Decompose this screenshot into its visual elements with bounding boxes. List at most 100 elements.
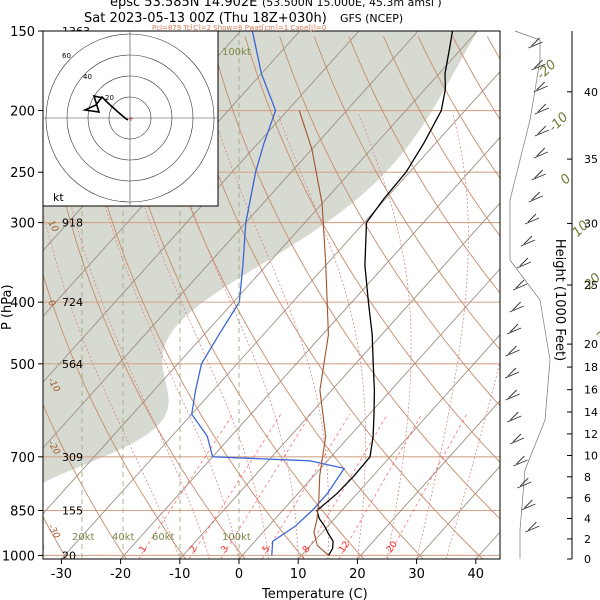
moist-adiabat-line bbox=[277, 114, 366, 559]
y-tick-label: 250 bbox=[10, 166, 35, 181]
y-tick-label: 700 bbox=[10, 451, 35, 466]
wind-barb bbox=[507, 415, 522, 423]
wind-barb bbox=[505, 393, 520, 401]
x-tick-label: -20 bbox=[110, 567, 131, 582]
hodograph-frame bbox=[42, 30, 219, 207]
y-tick-label: 1000 bbox=[2, 549, 35, 564]
y-axis-label: P (hPa) bbox=[0, 284, 15, 330]
isotherm-line bbox=[120, 136, 500, 559]
level-height-label: 564 bbox=[62, 358, 83, 371]
dry-adiabat-line bbox=[43, 85, 246, 559]
height-tick-label: 35 bbox=[584, 153, 598, 166]
header-station: epsc 53.585N 14.902E bbox=[110, 0, 257, 10]
height-tick-label: 8 bbox=[584, 471, 591, 484]
moist-adiabat-line bbox=[445, 360, 500, 559]
wind-barb bbox=[533, 85, 548, 93]
mixing-ratio-line bbox=[220, 414, 311, 559]
wind-barb bbox=[531, 63, 546, 71]
mixing-ratio-line bbox=[386, 414, 467, 559]
dry-adiabat-line bbox=[210, 36, 500, 520]
height-tick-label: 18 bbox=[584, 361, 598, 374]
wind-barb-flag bbox=[516, 455, 525, 465]
plot-frame bbox=[42, 30, 501, 560]
level-height-label: 309 bbox=[62, 451, 83, 464]
y-tick-label: 400 bbox=[10, 296, 35, 311]
mixing-ratio-line bbox=[188, 414, 282, 559]
moist-adiabat-line bbox=[43, 210, 181, 559]
height-axis: 0 2 4 6 8 10 12 14 16 18 20 25 30 35 40 bbox=[567, 31, 598, 566]
isotherm-line bbox=[61, 70, 500, 559]
moist-adiabat-line bbox=[51, 114, 210, 559]
dry-adiabat-line bbox=[175, 36, 484, 559]
height-tick-label: 20 bbox=[584, 338, 598, 351]
wind-barb-flag bbox=[524, 499, 533, 509]
wind-barb-flag bbox=[534, 59, 543, 69]
wind-barb bbox=[516, 261, 532, 269]
wind-barb bbox=[509, 437, 525, 445]
wind-barb bbox=[506, 327, 522, 335]
height-tick-label: 10 bbox=[584, 450, 598, 463]
wind-barb-flag bbox=[508, 345, 517, 355]
wind-barb-flag bbox=[528, 521, 537, 531]
wind-barb-flag bbox=[531, 191, 540, 201]
isotherm-line bbox=[179, 202, 500, 559]
isotherm-line bbox=[43, 31, 419, 449]
mixing-ratio-label: 8 bbox=[301, 544, 313, 555]
temperature-profile bbox=[316, 31, 454, 556]
wind-barb bbox=[534, 129, 550, 137]
height-tick-label: 40 bbox=[584, 86, 598, 99]
mixing-ratio-label: 1 bbox=[138, 544, 149, 554]
wind-barb bbox=[513, 459, 528, 467]
wind-barb bbox=[521, 503, 536, 511]
dry-adiabat-line bbox=[140, 36, 424, 559]
wind-speed-label-bottom: 100kt bbox=[222, 532, 251, 543]
height-tick-label: 6 bbox=[584, 492, 591, 505]
wind-speed-label-bottom: 40kt bbox=[112, 532, 135, 543]
dry-adiabat-line bbox=[591, 37, 600, 560]
isotherm-label: -20 bbox=[534, 57, 560, 83]
wind-barb bbox=[528, 195, 543, 203]
x-tick-label: 10 bbox=[290, 567, 307, 582]
level-height-label: 724 bbox=[62, 296, 83, 309]
level-height-label: 155 bbox=[62, 505, 83, 518]
x-tick-label: -30 bbox=[51, 567, 72, 582]
wind-barb-flag bbox=[527, 213, 537, 223]
wind-barb bbox=[525, 525, 540, 533]
hodograph-clip-group: + bbox=[43, 31, 218, 206]
x-tick-label: 40 bbox=[468, 567, 485, 582]
wind-barb-flag bbox=[509, 323, 519, 333]
x-tick-label: -10 bbox=[169, 567, 190, 582]
x-tick-label: 20 bbox=[349, 567, 366, 582]
wind-barb-flag bbox=[537, 125, 547, 135]
height-axis-label: Height (1000 Feet) bbox=[552, 239, 567, 361]
wind-barb bbox=[520, 239, 536, 247]
wind-barb bbox=[517, 481, 532, 489]
wind-speed-label-bottom: 60kt bbox=[152, 532, 175, 543]
wind-barb bbox=[505, 349, 520, 357]
wind-barb-flag bbox=[512, 433, 522, 443]
wind-barb-flag bbox=[519, 257, 529, 267]
dry-adiabat-line bbox=[348, 36, 500, 294]
dry-adiabat-label: 0 bbox=[45, 299, 57, 309]
wind-barb-flag bbox=[531, 37, 540, 47]
dry-adiabat-line bbox=[313, 36, 500, 351]
dry-adiabat-line bbox=[43, 273, 186, 559]
x-tick-label: 30 bbox=[408, 567, 425, 582]
isotherm-line bbox=[43, 31, 301, 318]
wind-staff-line bbox=[509, 30, 551, 559]
level-height-label: 918 bbox=[62, 217, 83, 230]
y-tick-label: 850 bbox=[10, 505, 35, 520]
dry-adiabat-line bbox=[417, 36, 500, 180]
wind-barb bbox=[534, 107, 550, 115]
wind-barb-flag bbox=[508, 389, 517, 399]
wind-barb bbox=[531, 173, 546, 181]
height-tick-label: 12 bbox=[584, 428, 598, 441]
wind-speed-label-bottom: 20kt bbox=[72, 532, 95, 543]
isotherm-line bbox=[43, 31, 360, 383]
wind-barb bbox=[509, 305, 524, 313]
x-axis-label: Temperature (C) bbox=[261, 587, 368, 600]
height-tick-label: 2 bbox=[584, 533, 591, 546]
isotherm-line bbox=[297, 334, 500, 559]
mixing-ratio-label: 5 bbox=[261, 544, 272, 554]
